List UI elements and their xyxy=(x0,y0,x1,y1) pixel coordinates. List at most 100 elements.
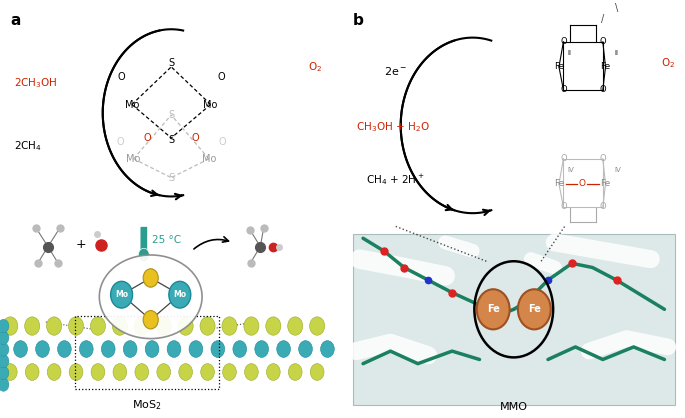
Circle shape xyxy=(178,317,193,335)
Circle shape xyxy=(68,317,84,335)
Text: CH$_4$ + 2H$^+$: CH$_4$ + 2H$^+$ xyxy=(366,172,425,187)
Circle shape xyxy=(310,364,324,380)
Circle shape xyxy=(255,341,269,357)
Text: O: O xyxy=(599,202,606,212)
Circle shape xyxy=(0,343,9,356)
Circle shape xyxy=(223,364,236,380)
Text: 2e$^-$: 2e$^-$ xyxy=(384,65,407,77)
Text: S: S xyxy=(169,110,174,120)
Circle shape xyxy=(169,281,190,308)
Circle shape xyxy=(201,364,214,380)
Text: O$_2$: O$_2$ xyxy=(308,60,322,74)
Circle shape xyxy=(25,364,39,380)
Circle shape xyxy=(299,341,312,357)
Text: II: II xyxy=(567,51,571,56)
Text: O: O xyxy=(191,133,199,143)
FancyBboxPatch shape xyxy=(140,227,148,256)
Text: S: S xyxy=(169,173,174,183)
Text: MMO: MMO xyxy=(500,402,527,412)
Circle shape xyxy=(3,317,18,335)
Circle shape xyxy=(477,289,510,329)
Text: 2CH$_4$: 2CH$_4$ xyxy=(14,139,42,153)
Circle shape xyxy=(143,269,158,287)
Text: Fe: Fe xyxy=(601,179,610,189)
Text: Fe: Fe xyxy=(554,62,564,71)
Text: Mo: Mo xyxy=(173,290,186,299)
Text: O: O xyxy=(560,37,566,46)
Circle shape xyxy=(14,341,27,357)
Circle shape xyxy=(112,317,127,335)
Text: O: O xyxy=(217,72,225,82)
Text: b: b xyxy=(353,13,364,28)
Circle shape xyxy=(321,341,334,357)
Circle shape xyxy=(288,364,302,380)
Circle shape xyxy=(110,281,132,308)
Circle shape xyxy=(135,364,149,380)
Text: 2CH$_3$OH: 2CH$_3$OH xyxy=(14,76,58,91)
Bar xyxy=(75,316,219,389)
Circle shape xyxy=(211,341,225,357)
Text: MoS$_2$: MoS$_2$ xyxy=(132,398,162,413)
Circle shape xyxy=(245,364,258,380)
Text: S: S xyxy=(169,135,174,145)
Text: Fe: Fe xyxy=(528,304,540,314)
Circle shape xyxy=(189,341,203,357)
Circle shape xyxy=(25,317,40,335)
Text: 25 °C: 25 °C xyxy=(152,235,182,245)
Circle shape xyxy=(518,289,551,329)
Circle shape xyxy=(266,317,281,335)
Circle shape xyxy=(145,341,159,357)
Text: +: + xyxy=(75,238,86,251)
Circle shape xyxy=(58,341,71,357)
Text: O$_2$: O$_2$ xyxy=(660,56,675,70)
Text: Fe: Fe xyxy=(601,62,610,71)
Circle shape xyxy=(69,364,83,380)
Circle shape xyxy=(0,319,9,333)
Text: Mo: Mo xyxy=(115,290,128,299)
Text: O: O xyxy=(118,72,125,82)
Circle shape xyxy=(3,364,17,380)
Circle shape xyxy=(277,341,290,357)
Circle shape xyxy=(79,341,93,357)
Circle shape xyxy=(91,364,105,380)
Text: IV: IV xyxy=(614,168,621,173)
FancyBboxPatch shape xyxy=(353,234,675,405)
Circle shape xyxy=(123,341,137,357)
Circle shape xyxy=(157,364,171,380)
Text: Fe: Fe xyxy=(554,179,564,189)
Text: Mo: Mo xyxy=(203,99,218,110)
Text: Mo: Mo xyxy=(202,154,216,164)
Text: /: / xyxy=(601,14,604,24)
Text: O: O xyxy=(560,85,566,94)
Text: O: O xyxy=(579,179,586,189)
Text: O: O xyxy=(116,137,124,147)
Ellipse shape xyxy=(99,255,202,339)
Circle shape xyxy=(36,341,49,357)
Circle shape xyxy=(179,364,192,380)
Circle shape xyxy=(47,317,62,335)
Circle shape xyxy=(113,364,127,380)
Circle shape xyxy=(0,354,9,368)
Circle shape xyxy=(233,341,247,357)
Circle shape xyxy=(0,331,9,344)
Circle shape xyxy=(47,364,61,380)
Circle shape xyxy=(244,317,259,335)
Circle shape xyxy=(310,317,325,335)
Text: O: O xyxy=(599,37,606,46)
Circle shape xyxy=(222,317,237,335)
Text: O: O xyxy=(599,154,606,163)
Circle shape xyxy=(266,364,280,380)
Circle shape xyxy=(288,317,303,335)
Text: Mo: Mo xyxy=(127,154,140,164)
Text: O: O xyxy=(143,133,151,143)
Text: \: \ xyxy=(615,3,618,13)
Text: IV: IV xyxy=(567,168,574,173)
Circle shape xyxy=(0,378,9,391)
Text: S: S xyxy=(169,58,174,68)
Circle shape xyxy=(156,317,171,335)
Circle shape xyxy=(167,341,181,357)
Circle shape xyxy=(0,366,9,380)
Text: O: O xyxy=(219,137,227,147)
Text: CH$_3$OH + H$_2$O: CH$_3$OH + H$_2$O xyxy=(356,120,430,135)
Text: O: O xyxy=(599,85,606,94)
